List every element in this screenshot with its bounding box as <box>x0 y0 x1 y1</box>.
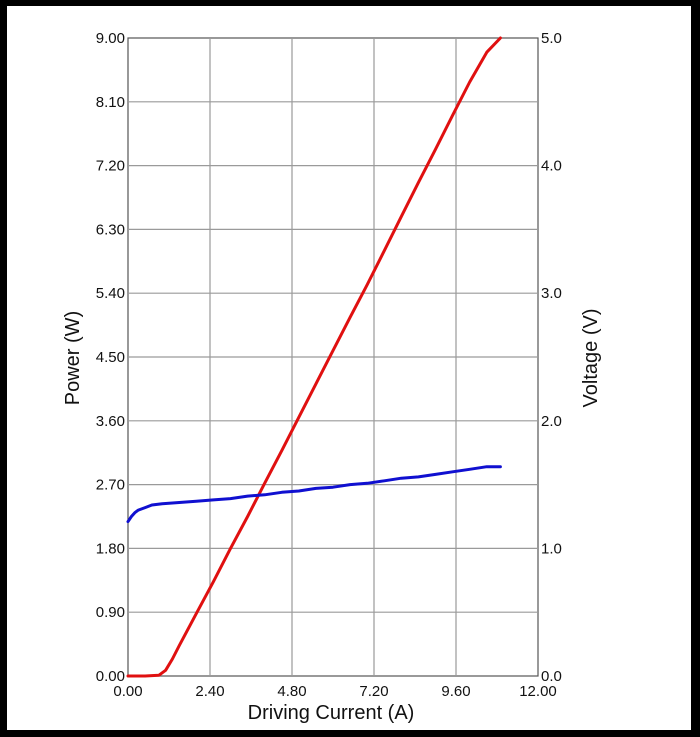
chart-frame: 0.00 2.40 4.80 7.20 9.60 12.00 0.00 0.90 1.80 2.7… <box>7 6 691 730</box>
y-left-tick-label: 4.50 <box>96 349 125 366</box>
x-tick-label: 0.00 <box>113 683 142 700</box>
chart: 0.00 2.40 4.80 7.20 9.60 12.00 0.00 0.90 1.80 2.7… <box>62 30 602 724</box>
x-tick-label: 12.00 <box>519 683 557 700</box>
y-axis-left-title: Power (W) <box>62 311 84 405</box>
x-tick-label: 7.20 <box>359 683 388 700</box>
x-tick-label: 4.80 <box>277 683 306 700</box>
x-axis-title: Driving Current (A) <box>248 702 415 724</box>
y-left-tick-label: 6.30 <box>96 221 125 238</box>
y-left-tick-label: 8.10 <box>96 94 125 111</box>
y-right-tick-label: 5.0 <box>541 30 562 47</box>
tick-labels: 0.00 2.40 4.80 7.20 9.60 12.00 0.00 0.90 1.80 2.7… <box>96 30 562 700</box>
y-right-tick-label: 3.0 <box>541 285 562 302</box>
y-right-tick-label: 1.0 <box>541 540 562 557</box>
y-left-tick-label: 2.70 <box>96 477 125 494</box>
voltage-series-line <box>126 465 502 524</box>
y-left-tick-label: 0.00 <box>96 668 125 685</box>
grid <box>127 37 539 677</box>
y-left-tick-label: 5.40 <box>96 285 125 302</box>
x-tick-label: 2.40 <box>195 683 224 700</box>
y-right-tick-label: 2.0 <box>541 413 562 430</box>
y-left-tick-label: 9.00 <box>96 30 125 47</box>
y-right-tick-label: 0.0 <box>541 668 562 685</box>
y-left-tick-label: 3.60 <box>96 413 125 430</box>
x-tick-label: 9.60 <box>441 683 470 700</box>
power-series-line <box>126 36 502 678</box>
y-axis-right-title: Voltage (V) <box>580 309 602 408</box>
y-left-tick-label: 7.20 <box>96 158 125 175</box>
y-right-tick-label: 4.0 <box>541 158 562 175</box>
series-layer <box>126 36 502 678</box>
y-left-tick-label: 0.90 <box>96 604 125 621</box>
y-left-tick-label: 1.80 <box>96 540 125 557</box>
